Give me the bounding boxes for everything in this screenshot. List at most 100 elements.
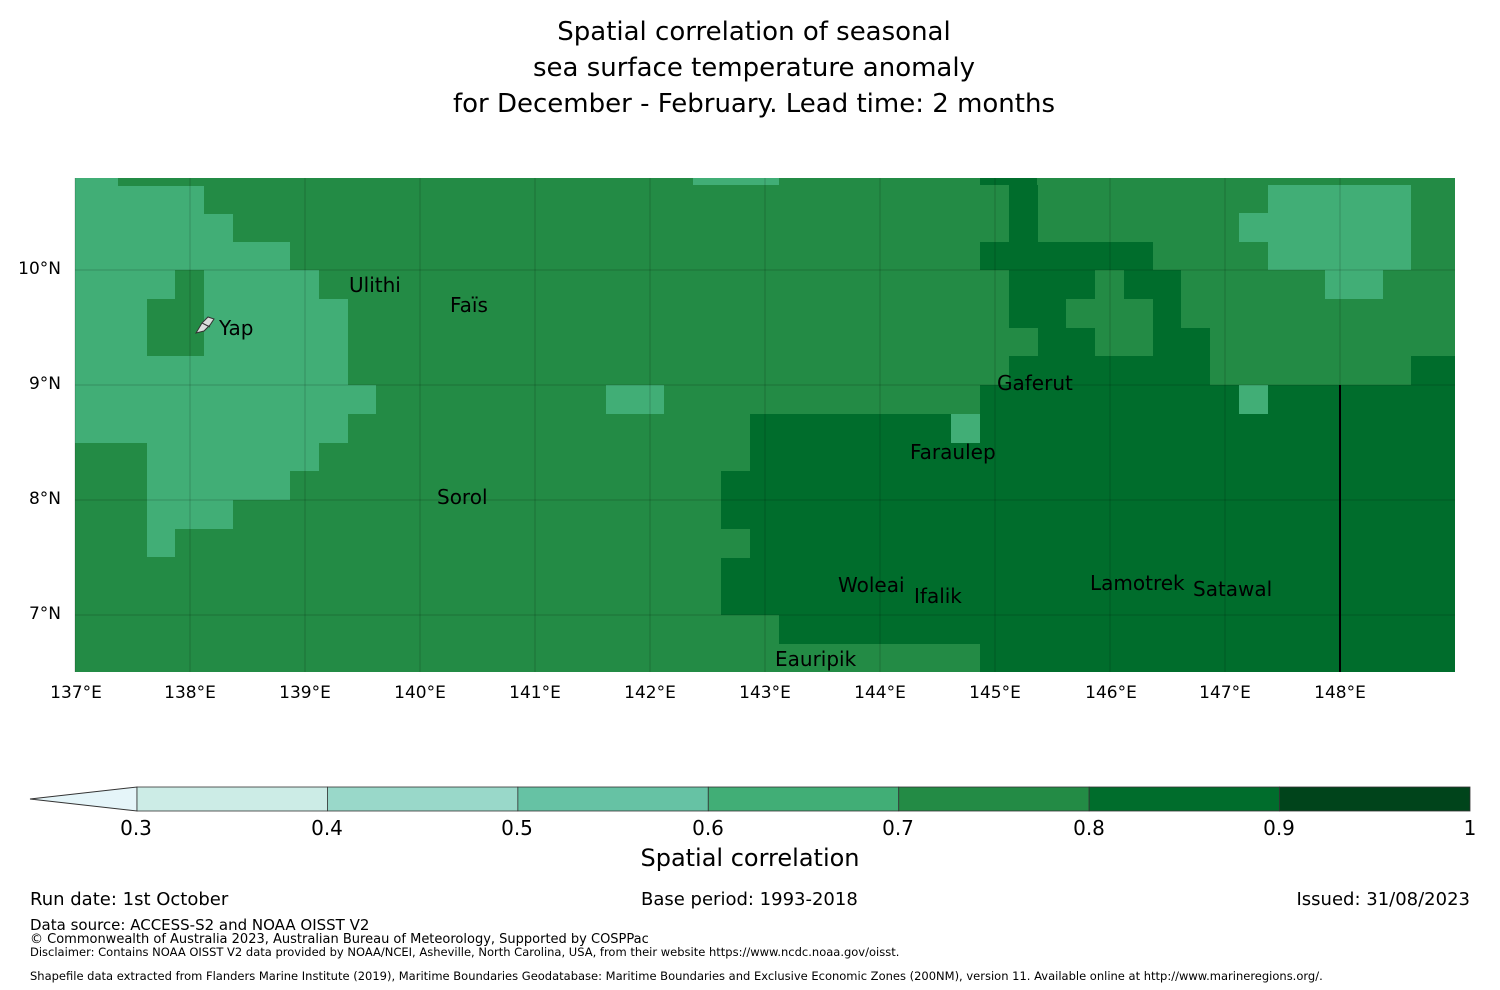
lon-label-147e: 147°E xyxy=(1199,683,1251,703)
lon-label-139e: 139°E xyxy=(279,683,331,703)
map-cell-0.8 xyxy=(1124,270,1181,299)
place-woleai: Woleai xyxy=(838,573,905,597)
map-cell-0.8 xyxy=(980,385,1239,414)
cbar-tick-0.6: 0.6 xyxy=(692,816,724,840)
map-cell-0.6 xyxy=(75,414,348,443)
place-ulithi: Ulithi xyxy=(349,273,401,297)
map-cell-0.8 xyxy=(1153,328,1210,356)
cbar-tick-0.8: 0.8 xyxy=(1073,816,1105,840)
map-cell-0.8 xyxy=(1038,328,1095,356)
colorbar-segment xyxy=(1279,786,1471,812)
lon-label-137e: 137°E xyxy=(50,683,102,703)
run-date: Run date: 1st October xyxy=(30,889,229,910)
title-line-3: for December - February. Lead time: 2 mo… xyxy=(452,89,1055,119)
map-cell-0.8 xyxy=(980,178,1037,185)
map-cell-0.8 xyxy=(1009,185,1038,213)
map-cell-0.7 xyxy=(175,270,204,299)
cbar-tick-0.9: 0.9 xyxy=(1263,816,1295,840)
place-eauripik: Eauripik xyxy=(775,647,857,671)
copyright: © Commonwealth of Australia 2023, Austra… xyxy=(30,932,649,947)
colorbar xyxy=(29,786,1471,812)
map-cell-0.6 xyxy=(75,242,290,270)
map-cell-0.6 xyxy=(1325,270,1383,299)
title-line-2: sea surface temperature anomaly xyxy=(533,53,975,83)
place-sorol: Sorol xyxy=(437,485,488,509)
map-cell-0.8 xyxy=(1009,299,1066,328)
colorbar-label: Spatial correlation xyxy=(640,844,860,872)
place-fais: Faïs xyxy=(450,293,488,317)
lon-label-143e: 143°E xyxy=(739,683,791,703)
lat-label-7n: 7°N xyxy=(28,604,61,624)
place-lamotrek: Lamotrek xyxy=(1090,571,1185,595)
map-cell-0.8 xyxy=(1009,356,1210,385)
map-cell-0.8 xyxy=(1009,270,1095,299)
map-cell-0.6 xyxy=(147,529,175,557)
map-cell-0.6 xyxy=(75,186,204,214)
map-cell-0.6 xyxy=(693,178,779,185)
map-cell-0.8 xyxy=(750,414,951,443)
lon-label-144e: 144°E xyxy=(854,683,906,703)
lon-label-146e: 146°E xyxy=(1085,683,1137,703)
map-cell-0.8 xyxy=(779,615,1455,644)
colorbar-segment xyxy=(898,786,1090,812)
map-cell-0.6 xyxy=(1239,213,1411,242)
map-cell-0.6 xyxy=(1268,242,1411,270)
place-gaferut: Gaferut xyxy=(997,371,1073,395)
cbar-tick-1: 1 xyxy=(1463,816,1477,840)
map-cell-0.6 xyxy=(1239,385,1268,414)
lon-label-145e: 145°E xyxy=(969,683,1021,703)
map-cell-0.8 xyxy=(1268,385,1455,414)
map-cell-0.8 xyxy=(980,644,1455,672)
lat-label-9n: 9°N xyxy=(28,374,61,394)
colorbar-segment xyxy=(517,786,709,812)
colorbar-segment xyxy=(327,786,519,812)
lon-label-140e: 140°E xyxy=(394,683,446,703)
chart-title: Spatial correlation of seasonal sea surf… xyxy=(0,14,1500,122)
lon-label-142e: 142°E xyxy=(624,683,676,703)
map-cell-0.8 xyxy=(721,558,1455,615)
map-cell-0.8 xyxy=(721,471,1455,529)
map-cell-0.8 xyxy=(980,414,1455,443)
map-cell-0.6 xyxy=(75,214,233,242)
colorbar-segment xyxy=(1088,786,1280,812)
map-cell-0.6 xyxy=(1268,185,1411,213)
map-cell-0.6 xyxy=(951,414,980,443)
title-line-1: Spatial correlation of seasonal xyxy=(557,17,951,47)
shapefile-credit: Shapefile data extracted from Flanders M… xyxy=(30,969,1323,983)
place-yap: Yap xyxy=(219,316,254,340)
place-faraulep: Faraulep xyxy=(910,440,996,464)
map-cell-0.8 xyxy=(1153,299,1181,328)
lat-label-8n: 8°N xyxy=(28,489,61,509)
lat-label-10n: 10°N xyxy=(18,259,61,279)
lon-label-138e: 138°E xyxy=(164,683,216,703)
colorbar-segment xyxy=(707,786,900,812)
map-cell-0.8 xyxy=(1411,356,1455,385)
map-cell-0.8 xyxy=(1009,213,1038,242)
base-period: Base period: 1993-2018 xyxy=(641,889,858,910)
place-satawal: Satawal xyxy=(1193,577,1273,601)
lon-label-141e: 141°E xyxy=(509,683,561,703)
data-source: Data source: ACCESS-S2 and NOAA OISST V2 xyxy=(30,916,370,934)
map-cell-0.6 xyxy=(75,178,118,186)
cbar-tick-0.4: 0.4 xyxy=(311,816,343,840)
map-cell-0.7 xyxy=(147,299,204,356)
map-cell-0.6 xyxy=(75,299,348,385)
cbar-tick-0.7: 0.7 xyxy=(882,816,914,840)
cbar-tick-0.5: 0.5 xyxy=(501,816,533,840)
map-cell-0.8 xyxy=(980,242,1153,270)
lon-label-148e: 148°E xyxy=(1314,683,1366,703)
map-cell-0.6 xyxy=(147,443,319,471)
map-cells xyxy=(75,178,1455,672)
map-cell-0.6 xyxy=(75,385,376,414)
map-cell-0.8 xyxy=(750,529,1455,558)
yap-island-icon xyxy=(194,316,215,334)
colorbar-segment xyxy=(136,786,328,812)
map-cell-0.8 xyxy=(750,443,1455,471)
disclaimer: Disclaimer: Contains NOAA OISST V2 data … xyxy=(30,945,900,959)
map-cell-0.6 xyxy=(147,500,233,529)
cbar-tick-0.3: 0.3 xyxy=(120,816,152,840)
issued-date: Issued: 31/08/2023 xyxy=(1296,889,1470,910)
map-cell-0.6 xyxy=(606,385,664,414)
map-cell-0.6 xyxy=(147,471,290,500)
